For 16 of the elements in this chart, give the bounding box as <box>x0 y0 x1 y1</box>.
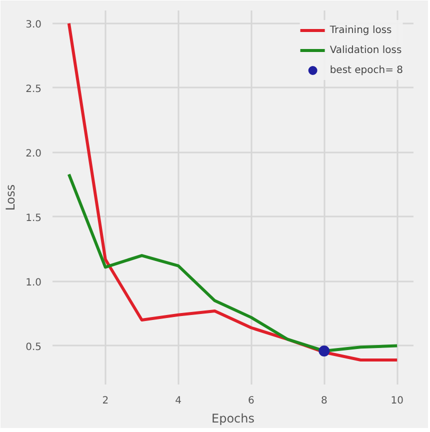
x-tick-label: 2 <box>102 396 109 406</box>
y-tick-label: 2.0 <box>26 148 42 160</box>
y-tick-label: 1.5 <box>26 212 42 224</box>
legend-label: Training loss <box>330 24 392 36</box>
y-axis-title: Loss <box>4 184 18 211</box>
legend-label: Validation loss <box>330 44 402 56</box>
y-tick-label: 0.5 <box>26 342 42 353</box>
y-tick-label: 2.5 <box>26 84 42 95</box>
x-tick-label: 10 <box>390 396 404 406</box>
x-tick-label: 6 <box>248 396 254 406</box>
legend-label: best epoch= 8 <box>330 64 403 76</box>
x-tick-label: 4 <box>175 396 182 406</box>
y-tick-label: 1.0 <box>26 277 42 288</box>
x-axis-title: Epochs <box>212 412 254 426</box>
y-tick-label: 3.0 <box>26 19 42 30</box>
x-tick-label: 8 <box>320 396 328 406</box>
